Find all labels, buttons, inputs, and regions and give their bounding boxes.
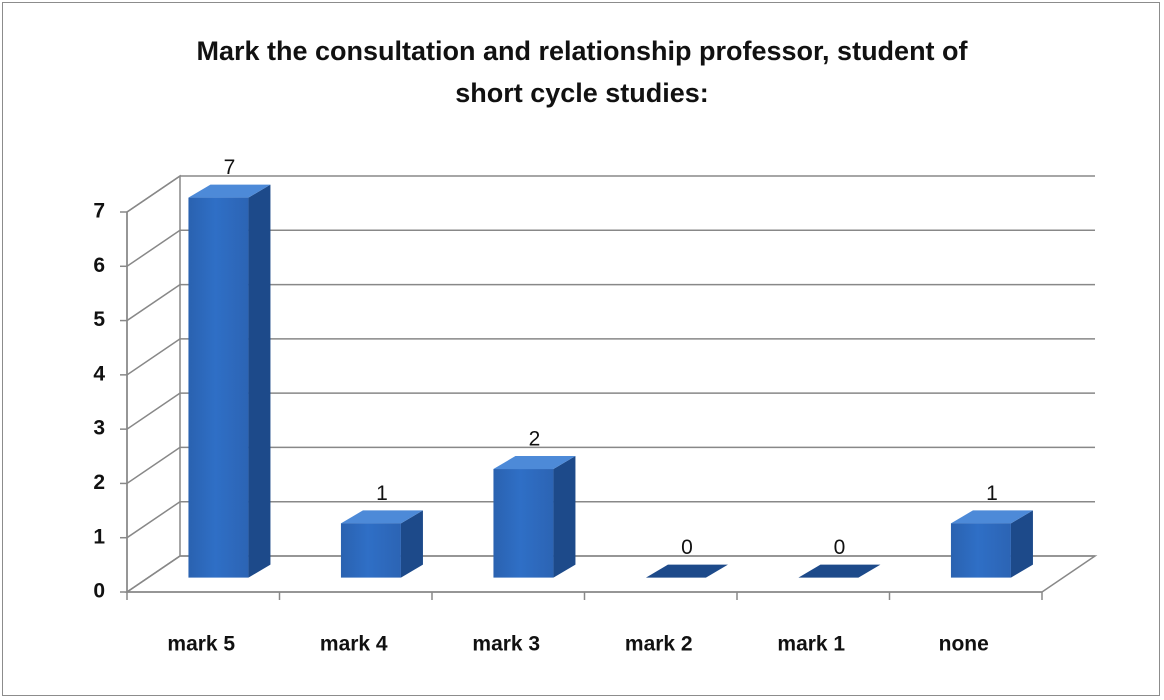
x-tick-label: mark 1 xyxy=(777,633,845,656)
bar xyxy=(950,510,1033,578)
bar xyxy=(798,564,881,578)
value-label: 2 xyxy=(529,428,541,451)
bar-side xyxy=(1010,510,1033,578)
grid-line xyxy=(126,555,1095,593)
bar-front xyxy=(340,523,401,578)
value-label: 1 xyxy=(986,482,998,505)
grid-line xyxy=(126,500,1095,539)
bar-side xyxy=(248,184,271,578)
bar-side xyxy=(400,510,423,578)
bar xyxy=(188,184,271,578)
y-tick-label: 4 xyxy=(93,362,105,385)
value-label: 1 xyxy=(376,482,388,505)
bar-top xyxy=(950,510,1033,524)
bar-front xyxy=(188,197,249,578)
y-tick-label: 7 xyxy=(93,200,105,223)
grid-line xyxy=(126,446,1095,485)
y-tick-label: 2 xyxy=(93,471,105,494)
value-label: 0 xyxy=(681,536,693,559)
y-tick-label: 3 xyxy=(93,417,105,440)
x-tick-label: mark 5 xyxy=(167,633,235,656)
bar-top xyxy=(493,456,576,470)
chart-title: Mark the consultation and relationship p… xyxy=(196,36,968,108)
y-tick-label: 6 xyxy=(93,254,105,277)
value-label: 0 xyxy=(834,536,846,559)
back-wall xyxy=(126,174,181,594)
x-tick-label: mark 4 xyxy=(320,633,388,656)
y-tick-label: 1 xyxy=(93,525,105,548)
bar-front xyxy=(493,469,554,578)
y-tick-label: 0 xyxy=(93,580,105,603)
bar-top xyxy=(188,184,271,198)
floor xyxy=(124,555,1098,593)
bar-top xyxy=(645,564,728,578)
y-tick-label: 5 xyxy=(93,308,105,331)
grid-line xyxy=(126,338,1095,376)
value-label: 7 xyxy=(224,156,236,179)
bar xyxy=(493,456,576,578)
bar-top xyxy=(340,510,423,524)
grid-line xyxy=(126,175,1095,213)
bar xyxy=(340,510,423,578)
bar-front xyxy=(950,523,1011,578)
bar xyxy=(645,564,728,578)
x-tick-label: mark 2 xyxy=(625,633,693,656)
grid-line xyxy=(126,229,1095,267)
x-tick-label: none xyxy=(939,633,989,656)
bar-side xyxy=(553,456,576,578)
bar-top xyxy=(798,564,881,578)
grid-line xyxy=(126,392,1095,430)
grid-line xyxy=(126,283,1095,322)
x-tick-label: mark 3 xyxy=(472,633,540,656)
